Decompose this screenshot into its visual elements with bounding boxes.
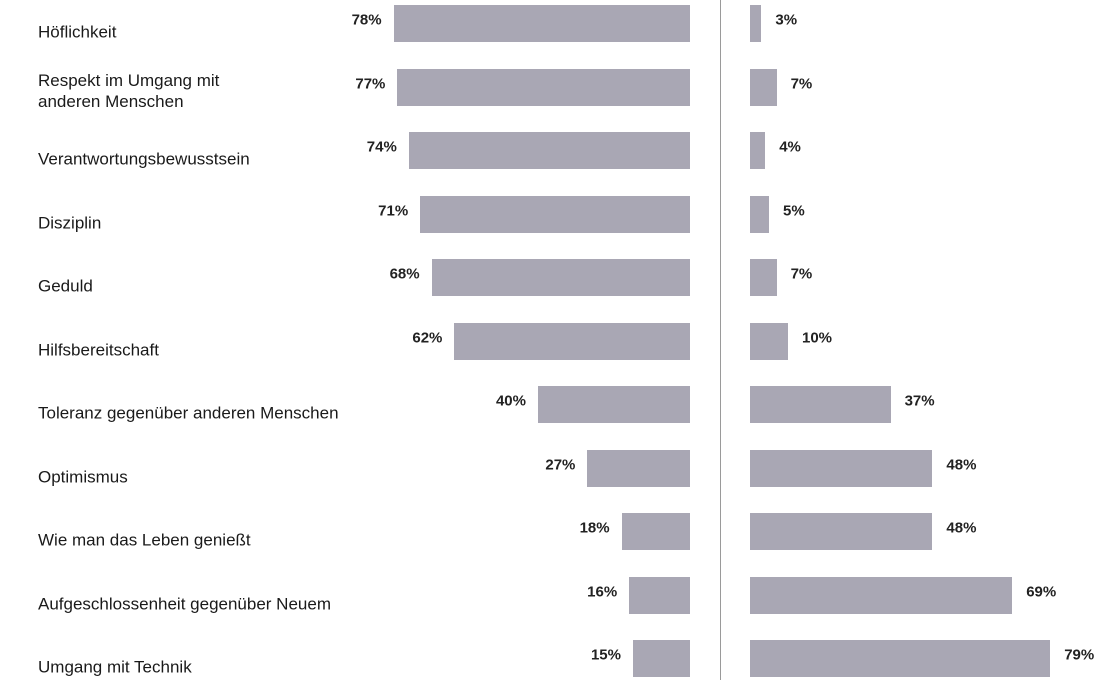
value-label: 7% xyxy=(790,265,813,283)
bar xyxy=(633,640,690,677)
value-label: 68% xyxy=(389,265,420,283)
category-label: Toleranz gegenüber anderen Menschen xyxy=(38,403,339,423)
bar xyxy=(621,513,690,550)
value-label: 7% xyxy=(790,75,813,92)
category-label: Respekt im Umgang mit anderen Menschen xyxy=(38,70,220,111)
value-label: 62% xyxy=(412,329,443,346)
value-label: 3% xyxy=(775,11,798,29)
bar xyxy=(750,513,933,550)
value-label: 77% xyxy=(355,75,386,92)
bar xyxy=(750,322,788,360)
value-label: 74% xyxy=(366,138,397,156)
bar xyxy=(750,576,1013,614)
category-label: Optimismus xyxy=(38,467,128,486)
value-label: 48% xyxy=(946,519,977,537)
category-label: Höflichkeit xyxy=(38,22,117,42)
value-label: 40% xyxy=(495,392,526,410)
category-label: Aufgeschlossenheit gegenüber Neuem xyxy=(38,594,331,613)
category-label: Disziplin xyxy=(38,213,102,232)
value-label: 78% xyxy=(351,11,382,29)
value-label: 16% xyxy=(587,583,618,600)
category-label: Verantwortungsbewusstsein xyxy=(38,149,250,169)
value-label: 4% xyxy=(779,138,801,156)
bar xyxy=(454,322,690,360)
value-label: 48% xyxy=(946,456,977,473)
bar xyxy=(750,640,1051,677)
value-label: 5% xyxy=(783,202,805,219)
bar xyxy=(750,5,762,42)
bar xyxy=(538,386,690,423)
bar xyxy=(420,195,690,233)
value-label: 10% xyxy=(802,329,833,346)
divider xyxy=(720,0,721,680)
bar xyxy=(750,259,777,296)
value-label: 69% xyxy=(1026,583,1057,600)
value-label: 15% xyxy=(590,646,621,664)
value-label: 27% xyxy=(545,456,576,473)
category-label: Geduld xyxy=(38,276,93,296)
bar xyxy=(587,449,690,487)
value-label: 71% xyxy=(378,202,409,219)
category-label: Umgang mit Technik xyxy=(38,657,192,677)
value-label: 18% xyxy=(579,519,610,537)
bar xyxy=(750,132,766,169)
bar xyxy=(750,449,933,487)
bar xyxy=(397,68,690,106)
value-label: 37% xyxy=(904,392,935,410)
bar xyxy=(750,68,777,106)
bar xyxy=(393,5,690,42)
category-label: Wie man das Leben genießt xyxy=(38,530,251,550)
bar xyxy=(750,195,769,233)
bar xyxy=(629,576,690,614)
bar xyxy=(750,386,891,423)
bar xyxy=(431,259,690,296)
value-label: 79% xyxy=(1064,646,1095,664)
bar xyxy=(408,132,690,169)
category-label: Hilfsbereitschaft xyxy=(38,340,159,359)
